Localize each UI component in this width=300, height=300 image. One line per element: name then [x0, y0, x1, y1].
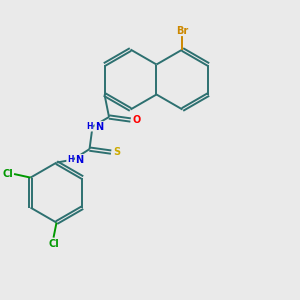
Text: H: H [67, 155, 73, 164]
Text: H: H [86, 122, 93, 131]
Text: S: S [114, 147, 121, 157]
Text: N: N [95, 122, 103, 132]
Text: Cl: Cl [2, 169, 13, 179]
Text: O: O [133, 115, 141, 125]
Text: Br: Br [176, 26, 189, 36]
Text: N: N [76, 154, 84, 165]
Text: Cl: Cl [48, 238, 59, 249]
